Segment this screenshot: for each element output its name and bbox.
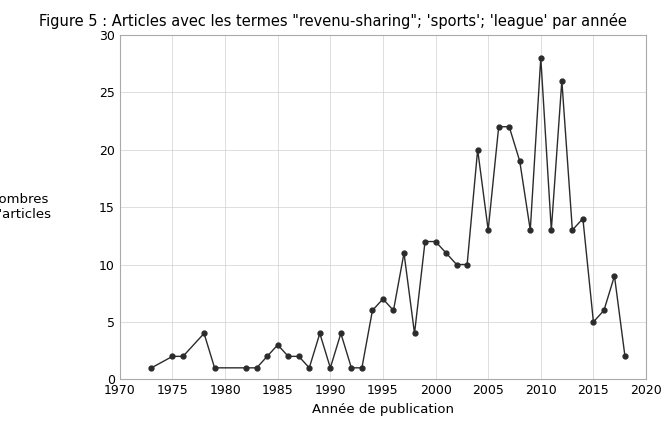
X-axis label: Année de publication: Année de publication <box>312 403 454 416</box>
Text: Figure 5 : Articles avec les termes "revenu-sharing"; 'sports'; 'league' par ann: Figure 5 : Articles avec les termes "rev… <box>39 13 627 29</box>
Text: nombres
d'articles: nombres d'articles <box>0 193 51 221</box>
